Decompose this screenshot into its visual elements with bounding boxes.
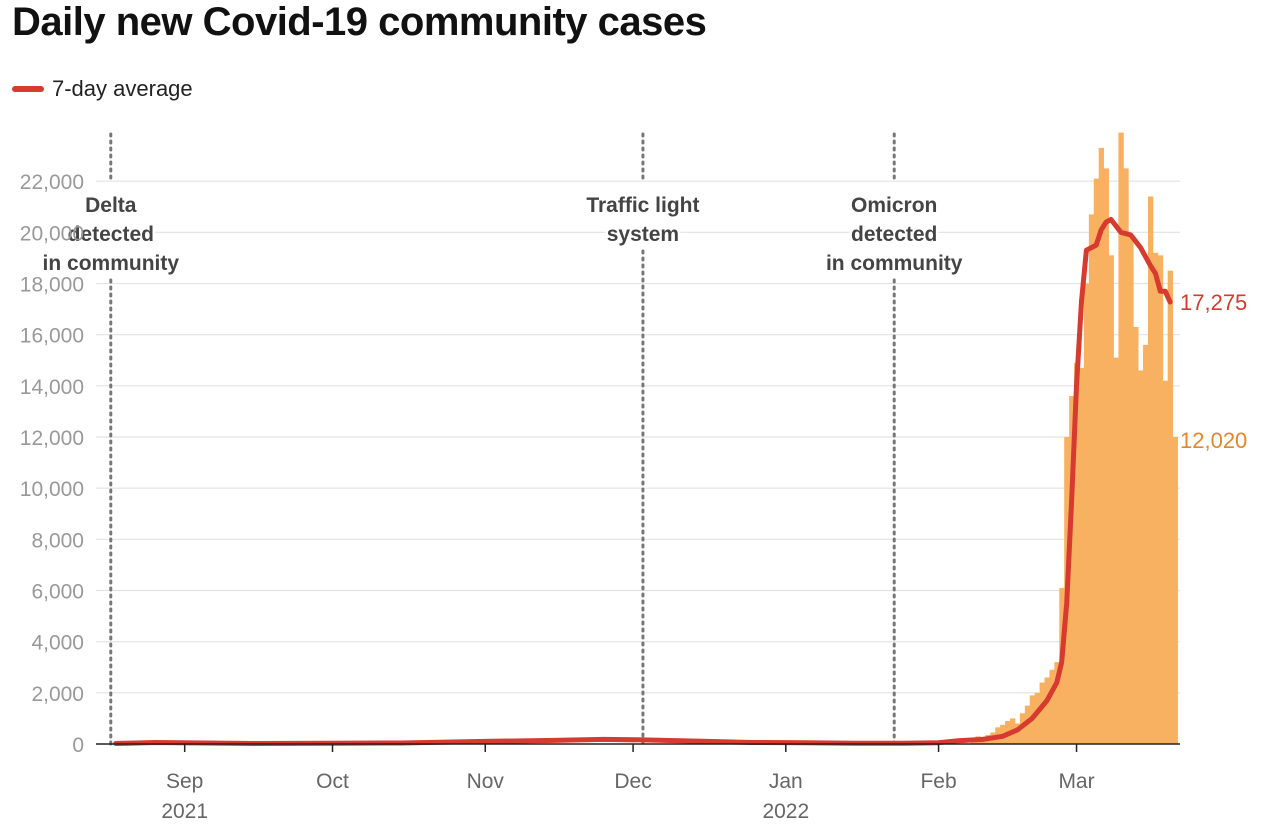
y-tick-label: 12,000 [20,427,84,450]
event-annotation-text: detected [68,223,154,246]
daily-cases-bar [1143,344,1149,744]
x-tick-label: Feb [920,770,956,793]
legend-line-swatch [12,86,44,92]
y-tick-label: 0 [72,734,84,757]
x-tick-label: Oct [316,770,349,793]
daily-cases-bar [1044,677,1050,744]
x-tick-label: Sep [166,770,203,793]
seven-day-average-path [113,217,1173,746]
x-tick-sublabel: 2021 [161,800,208,823]
x-tick-sublabel: 2022 [762,800,809,823]
daily-cases-bar [1113,357,1119,744]
daily-cases-bar [1167,270,1174,744]
x-tick-label: Jan [769,770,803,793]
event-annotation-text: Omicron [851,194,937,217]
event-annotations: Delta detected in community Traffic light sy… [40,192,965,278]
daily-cases-bar [1147,196,1154,744]
daily-cases-bar [1074,362,1080,744]
y-tick-label: 8,000 [31,529,84,552]
x-tick-label: Dec [614,770,651,793]
event-annotation-text: in community [826,252,963,275]
daily-cases-bar [1088,214,1095,745]
daily-cases-bar [1014,723,1021,744]
grid-lines [96,180,1180,694]
x-tick-label: Nov [467,770,505,793]
daily-cases-bar [1034,692,1040,744]
y-tick-label: 4,000 [31,632,84,655]
y-tick-label: 18,000 [20,274,84,297]
y-tick-label: 16,000 [20,325,84,348]
y-tick-label: 22,000 [20,171,84,194]
daily-cases-bars [970,132,1178,745]
legend-label-7-day-average: 7-day average [52,76,193,101]
daily-cases-bar [1039,682,1045,744]
event-annotation-text: Delta [85,194,137,217]
event-lines [109,132,896,746]
daily-cases-bar [1157,255,1164,744]
line-end-label: 17,275 [1180,290,1247,315]
daily-cases-bar [1083,283,1090,744]
event-annotation-text: system [607,223,679,246]
daily-cases-bar [1103,168,1109,744]
chart-title: Daily new Covid-19 community cases [12,0,707,44]
daily-cases-bar [1128,234,1134,744]
y-tick-label: 6,000 [31,581,84,604]
y-tick-label: 10,000 [20,478,84,501]
daily-cases-bar [1049,669,1055,744]
daily-cases-bar [1133,326,1139,744]
event-annotation-text: Traffic light [586,194,699,217]
x-tick-label: Mar [1058,770,1094,793]
bars-end-label: 12,020 [1180,428,1247,453]
daily-cases-bar [1172,437,1178,744]
daily-cases-bar [1054,662,1060,744]
daily-cases-bar [1069,396,1075,744]
seven-day-average-line [113,217,1173,746]
daily-cases-bar [1138,370,1144,744]
axes: 0 2,000 4,000 6,000 8,000 10,000 12,000 14,000 1… [20,171,1180,823]
daily-cases-bar [1098,147,1105,745]
event-annotation-text: detected [851,223,937,246]
legend: 7-day average [12,76,193,102]
daily-cases-bar [1123,168,1129,744]
daily-cases-bar [1078,367,1085,744]
daily-cases-bar [1108,255,1114,744]
daily-cases-bar [1093,178,1100,744]
daily-cases-bar [1162,380,1169,744]
daily-cases-bar [1118,132,1124,744]
event-annotation-text: in community [43,252,180,275]
y-tick-label: 20,000 [20,222,84,245]
daily-cases-bar [1152,252,1159,745]
y-tick-label: 14,000 [20,376,84,399]
y-tick-label: 2,000 [31,683,84,706]
end-labels: 17,275 12,020 [1180,290,1247,453]
